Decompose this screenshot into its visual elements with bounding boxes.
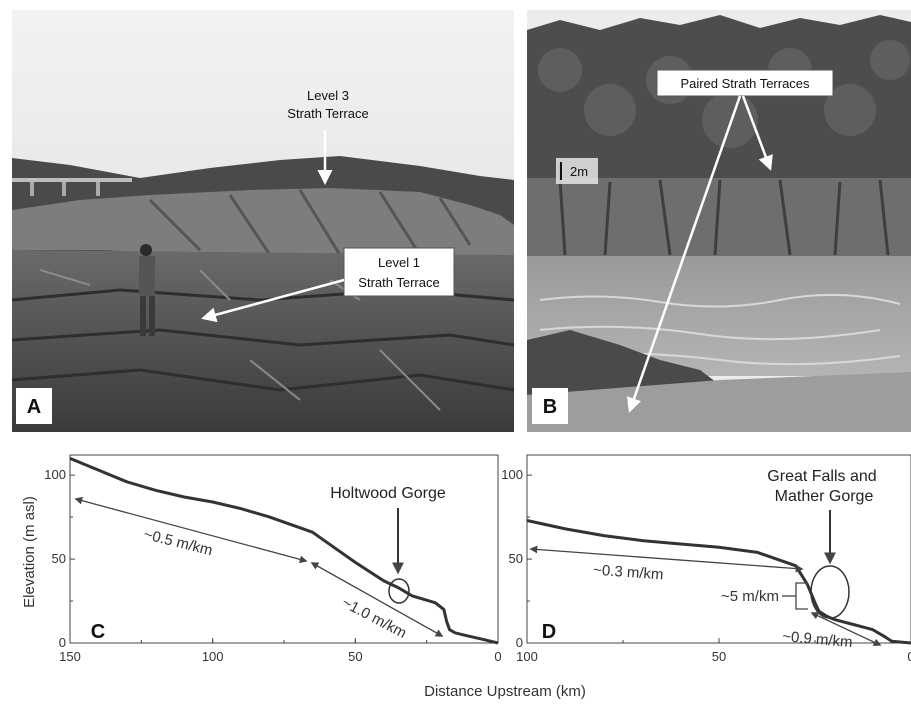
x-tick-label-c: 150 bbox=[59, 649, 81, 664]
photo-panel-b: 2m Paired Strath Terraces B bbox=[527, 10, 911, 432]
panel-letter-c: C bbox=[91, 621, 105, 643]
label-level3-line2: Strath Terrace bbox=[287, 106, 368, 121]
chart-panel-d: 100 50 0 0 50 100 Great Falls and Mather Gorg… bbox=[501, 454, 911, 664]
gradient-label-upper-d: ~0.3 m/km bbox=[593, 562, 664, 584]
arrow-level1 bbox=[201, 278, 345, 323]
photo-panel-a: Level 3 Strath Terrace Level 1 Strath Te… bbox=[11, 10, 515, 432]
y-tick-label-c: 50 bbox=[52, 551, 66, 566]
scale-label: 2m bbox=[570, 164, 588, 179]
gradient-arrow-upper-d bbox=[529, 545, 804, 573]
label-level1-line2: Strath Terrace bbox=[358, 275, 439, 290]
panel-letter-b: B bbox=[543, 396, 557, 418]
y-tick-label-d: 50 bbox=[509, 551, 523, 566]
panel-letter-box-b bbox=[532, 388, 568, 424]
gradient-label-upper-c: ~0.5 m/km bbox=[142, 526, 214, 560]
panel-letter-a: A bbox=[27, 396, 41, 418]
panel-letter-box-a bbox=[16, 388, 52, 424]
gradient-arrow-lower-c bbox=[310, 562, 444, 637]
x-tick-label-d: 100 bbox=[516, 649, 538, 664]
person-figure bbox=[139, 244, 155, 336]
x-tick-label-c: 0 bbox=[494, 649, 501, 664]
x-tick-label-d: 0 bbox=[907, 649, 911, 664]
x-axis-title: Distance Upstream (km) bbox=[424, 683, 586, 700]
x-tick-label-c: 100 bbox=[202, 649, 224, 664]
panel-letter-d: D bbox=[542, 621, 556, 643]
chart-panel-c: 150 100 50 0 0 50 100 Holtwood Gorge ~0.5 m/km… bbox=[44, 454, 502, 664]
label-box-level1 bbox=[343, 247, 455, 297]
y-tick-label-d: 100 bbox=[501, 467, 523, 482]
gradient-arrow-lower-d bbox=[810, 612, 882, 646]
y-tick-label-c: 0 bbox=[59, 635, 66, 650]
annotation-holtwood: Holtwood Gorge bbox=[330, 485, 446, 502]
y-tick-label-c: 100 bbox=[44, 467, 66, 482]
gradient-label-lower-c: ~1.0 m/km bbox=[339, 594, 409, 642]
annotation-falls-line2: Mather Gorge bbox=[775, 488, 874, 505]
annotation-falls-line1: Great Falls and bbox=[767, 468, 876, 485]
circle-falls bbox=[810, 565, 850, 619]
y-axis-title: Elevation (m asl) bbox=[21, 496, 38, 608]
x-tick-label-d: 50 bbox=[712, 649, 726, 664]
ticks-c: 150 100 50 0 0 50 100 bbox=[44, 458, 502, 664]
arrow-paired-lower bbox=[626, 95, 742, 413]
bracket-step-d bbox=[795, 582, 808, 610]
label-level3-line1: Level 3 bbox=[307, 88, 349, 103]
ticks-d: 100 50 0 0 50 100 bbox=[501, 467, 911, 664]
x-tick-label-c: 50 bbox=[348, 649, 362, 664]
label-box-paired bbox=[656, 69, 834, 97]
gradient-arrow-upper-c bbox=[74, 496, 308, 564]
gradient-label-step-d: ~5 m/km bbox=[721, 588, 779, 605]
gradient-label-lower-d: ~0.9 m/km bbox=[782, 628, 854, 651]
label-level1-line1: Level 1 bbox=[378, 255, 420, 270]
y-tick-label-d: 0 bbox=[516, 635, 523, 650]
arrow-paired-upper bbox=[741, 95, 773, 171]
label-paired: Paired Strath Terraces bbox=[680, 76, 810, 91]
profile-line-d bbox=[526, 519, 911, 645]
